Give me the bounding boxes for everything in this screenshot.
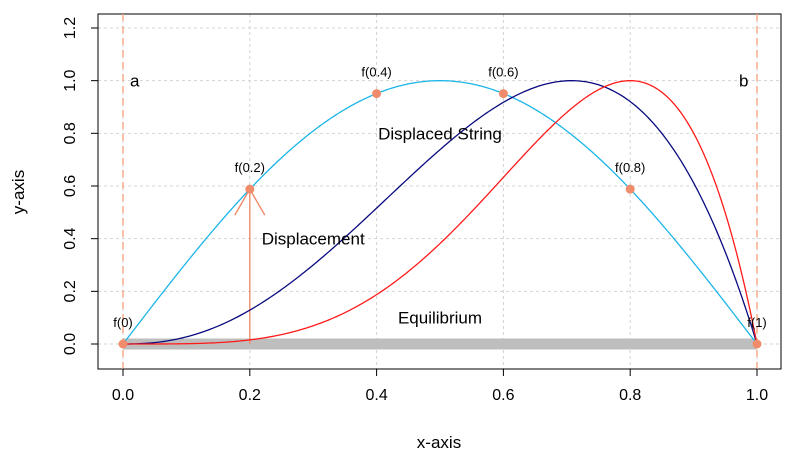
x-tick-label: 1.0 — [746, 387, 768, 404]
annotation: Equilibrium — [398, 309, 482, 328]
displacement-arrowhead-right — [249, 188, 266, 216]
string-point — [118, 339, 128, 349]
displacement-arrow — [234, 188, 266, 344]
y-tick-label: 0.0 — [62, 333, 79, 355]
series-line-1 — [122, 80, 758, 345]
x-axis-title: x-axis — [417, 433, 461, 452]
y-tick-label: 1.0 — [62, 69, 79, 91]
x-tick-label: 0.8 — [619, 387, 641, 404]
x-axis: 0.0 0.2 0.4 0.6 0.8 1.0 — [112, 368, 768, 404]
string-point — [752, 339, 762, 349]
string-point — [372, 89, 382, 99]
point-label: f(1) — [747, 315, 767, 330]
point-label: f(0.4) — [361, 65, 391, 80]
string-point — [245, 184, 255, 194]
string-points — [118, 89, 762, 349]
y-tick-label: 0.8 — [62, 122, 79, 144]
series-line-3 — [123, 80, 758, 345]
annotation: Displaced String — [378, 124, 502, 143]
point-labels: f(0) f(0.2) f(0.4) f(0.6) f(0.8) f(1) — [113, 65, 767, 330]
y-tick-label: 0.6 — [62, 175, 79, 197]
string-point — [498, 89, 508, 99]
point-label: f(0.8) — [615, 160, 645, 175]
annotation: Displacement — [262, 230, 365, 249]
annotations: Displaced String Displacement Equilibrium — [262, 124, 502, 327]
displacement-arrowhead-left — [234, 188, 251, 216]
y-axis-title: y-axis — [9, 170, 28, 214]
curves — [122, 80, 758, 345]
x-tick-label: 0.4 — [365, 387, 387, 404]
point-label: f(0.2) — [235, 160, 265, 175]
x-tick-label: 0.2 — [239, 387, 261, 404]
x-tick-label: 0.6 — [492, 387, 514, 404]
point-label: f(0.6) — [488, 65, 518, 80]
boundary-label-b: b — [739, 72, 748, 91]
y-axis: 0.0 0.2 0.4 0.6 0.8 1.0 1.2 — [62, 17, 99, 355]
string-point — [625, 184, 635, 194]
y-tick-label: 0.2 — [62, 280, 79, 302]
y-tick-label: 0.4 — [62, 227, 79, 249]
x-tick-label: 0.0 — [112, 387, 134, 404]
y-tick-label: 1.2 — [62, 17, 79, 39]
boundary-label-a: a — [130, 72, 140, 91]
series-line-2 — [123, 80, 758, 345]
point-label: f(0) — [113, 315, 133, 330]
